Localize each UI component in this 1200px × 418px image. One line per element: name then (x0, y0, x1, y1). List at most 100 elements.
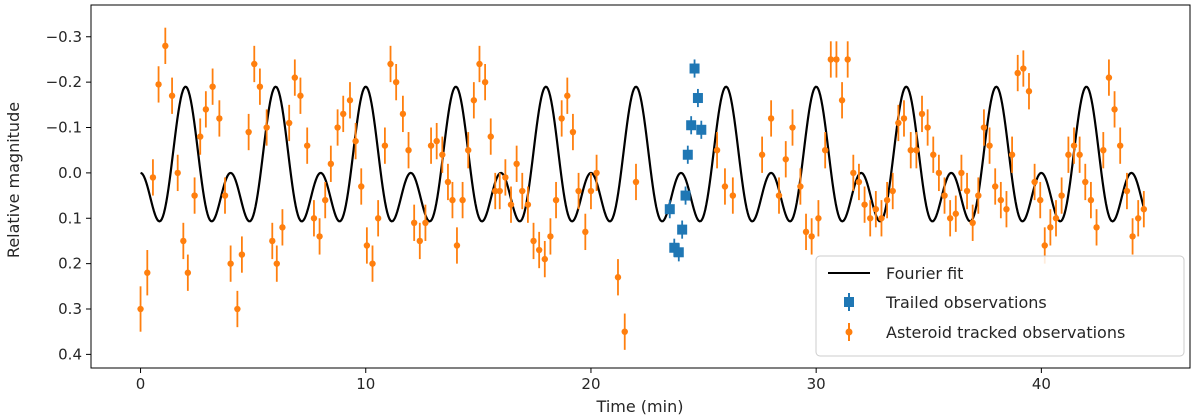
tracked-point (381, 142, 389, 149)
tracked-point (827, 56, 834, 63)
tracked-point (502, 174, 509, 181)
tracked-point (470, 97, 478, 104)
x-tick-label: 30 (807, 375, 826, 393)
tracked-point (279, 224, 286, 231)
tracked-point (758, 151, 766, 158)
tracked-point (593, 169, 600, 177)
tracked-point (374, 215, 382, 222)
tracked-point (878, 215, 885, 222)
tracked-point (184, 269, 192, 276)
y-axis-label: Relative magnitude (4, 102, 23, 258)
tracked-point (1093, 224, 1100, 231)
tracked-point (900, 115, 908, 122)
legend: Fourier fit Trailed observations Asteroi… (815, 255, 1185, 357)
tracked-point (322, 196, 329, 204)
tracked-point (958, 169, 965, 177)
tracked-point (889, 187, 896, 195)
tracked-point (833, 56, 840, 63)
tracked-point (1123, 187, 1131, 195)
tracked-point (162, 42, 169, 50)
tracked-point (316, 233, 323, 240)
trailed-point (680, 190, 691, 201)
tracked-point (986, 142, 993, 149)
tracked-point (1100, 147, 1107, 154)
tracked-point (850, 169, 857, 177)
tracked-point (1129, 233, 1136, 240)
tracked-point (802, 228, 810, 236)
x-tick-label: 0 (136, 375, 146, 393)
tracked-point (775, 192, 783, 199)
tracked-point (1058, 192, 1065, 199)
tracked-point (1087, 196, 1095, 204)
tracked-point (918, 110, 926, 118)
tracked-point (399, 110, 407, 118)
tracked-point (767, 115, 775, 122)
tracked-point (808, 233, 815, 240)
tracked-point (340, 110, 347, 118)
tracked-point (838, 97, 846, 104)
tracked-point (209, 83, 216, 90)
y-tick-label: 0.0 (58, 164, 82, 182)
tracked-point (245, 128, 252, 136)
trailed-point (664, 204, 675, 215)
tracked-point (481, 78, 489, 86)
tracked-point (453, 242, 461, 249)
tracked-point (168, 92, 176, 99)
x-axis-label: Time (min) (596, 397, 684, 416)
tracked-point (427, 142, 435, 149)
y-tick-label: 0.2 (58, 255, 82, 273)
tracked-point (821, 147, 829, 154)
tracked-point (975, 192, 982, 199)
tracked-point (1020, 65, 1027, 72)
y-tick-label: 0.3 (58, 300, 82, 318)
tracked-point (416, 237, 423, 245)
tracked-point (632, 178, 640, 186)
tracked-point (519, 187, 526, 195)
tracked-point (524, 201, 532, 208)
y-tick-label: 0.1 (58, 209, 82, 227)
tracked-point (935, 169, 943, 177)
tracked-point (439, 151, 446, 158)
tracked-point (149, 174, 157, 181)
tracked-point (334, 124, 341, 131)
tracked-point (387, 60, 394, 68)
tracked-point (487, 133, 494, 140)
tracked-point (541, 255, 548, 263)
tracked-point (144, 269, 151, 276)
tracked-point (1052, 215, 1060, 222)
tracked-point (569, 128, 577, 136)
tracked-point (582, 228, 589, 236)
tracked-point (913, 147, 920, 154)
tracked-point (310, 215, 318, 222)
tracked-point (867, 215, 874, 222)
tracked-observations-series (137, 27, 1148, 350)
tracked-point (251, 60, 258, 68)
tracked-point (273, 260, 280, 267)
tracked-point (507, 201, 515, 208)
tracked-point (797, 183, 804, 190)
trailed-point (696, 124, 707, 135)
trailed-point (682, 149, 693, 160)
tracked-point (614, 274, 622, 281)
tracked-point (1135, 215, 1142, 222)
tracked-point (422, 219, 429, 226)
series-layer (137, 27, 1148, 350)
tracked-point (552, 196, 560, 204)
y-tick-label: −0.2 (46, 73, 82, 91)
trailed-point (689, 63, 700, 74)
trailed-point (673, 247, 684, 258)
trailed-observations-series (664, 59, 707, 262)
tracked-point (980, 124, 988, 131)
tracked-point (492, 187, 499, 195)
tracked-point (269, 237, 276, 245)
tracked-point (238, 251, 246, 258)
tracked-point (924, 124, 931, 131)
tracked-point (410, 219, 418, 226)
x-axis: 0 10 20 30 40 (136, 368, 1051, 393)
tracked-point (476, 60, 483, 68)
tracked-point (433, 137, 440, 145)
tracked-point (855, 178, 863, 186)
tracked-point (564, 92, 571, 99)
tracked-point (327, 160, 335, 168)
legend-trailed-marker (844, 297, 854, 307)
